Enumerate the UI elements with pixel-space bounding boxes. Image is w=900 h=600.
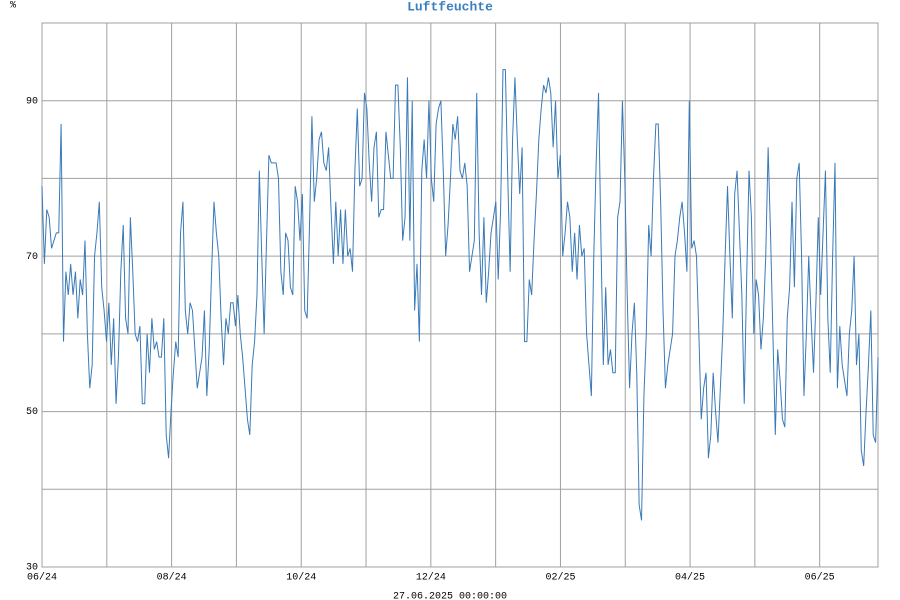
footer-date: 27.06.2025 00:00:00 [393, 592, 507, 600]
y-tick-label: 30 [26, 563, 38, 574]
chart-title: Luftfeuchte [407, 0, 493, 14]
y-tick-label: 70 [26, 252, 38, 263]
x-tick-label: 06/24 [27, 572, 57, 584]
y-unit: % [10, 1, 16, 12]
x-tick-label: 10/24 [286, 572, 316, 584]
y-tick-label: 90 [26, 96, 38, 107]
x-tick-label: 04/25 [675, 572, 705, 584]
y-tick-label: 50 [26, 407, 38, 418]
x-tick-label: 06/25 [805, 572, 835, 584]
data-line [41, 69, 879, 521]
x-tick-label: 08/24 [157, 572, 187, 584]
x-tick-label: 12/24 [416, 572, 446, 584]
x-tick-label: 02/25 [545, 572, 575, 584]
